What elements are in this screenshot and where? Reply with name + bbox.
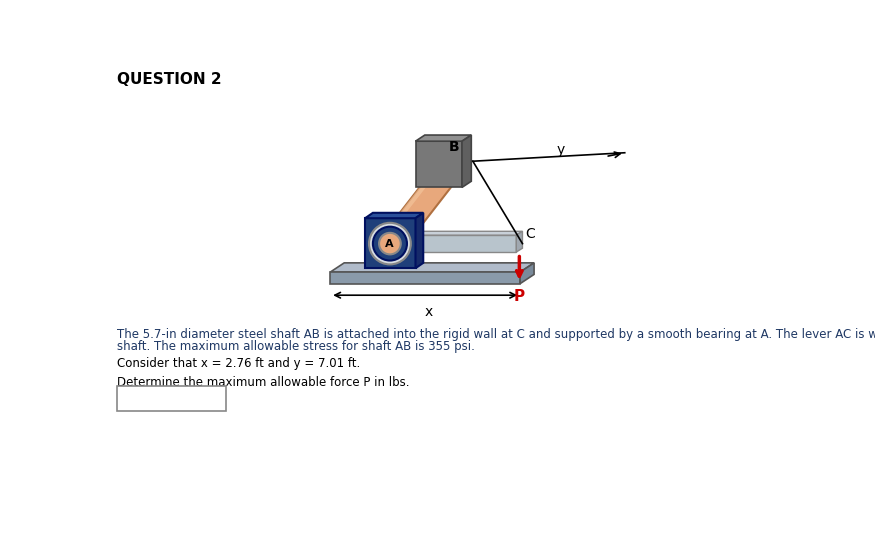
Polygon shape (462, 135, 472, 187)
Polygon shape (385, 169, 454, 247)
Text: A: A (385, 239, 394, 249)
Polygon shape (330, 263, 534, 272)
Polygon shape (416, 235, 516, 252)
Bar (117, 386, 226, 411)
Circle shape (373, 227, 407, 261)
Circle shape (369, 223, 411, 264)
Polygon shape (520, 263, 534, 284)
Text: The 5.7-in diameter steel shaft AB is attached into the rigid wall at C and supp: The 5.7-in diameter steel shaft AB is at… (117, 327, 875, 341)
Text: y: y (556, 143, 564, 157)
Polygon shape (385, 169, 438, 235)
Polygon shape (416, 231, 522, 235)
Circle shape (379, 233, 401, 254)
Text: x: x (424, 305, 433, 319)
Polygon shape (330, 272, 520, 284)
Text: P: P (514, 289, 525, 304)
Text: shaft. The maximum allowable stress for shaft AB is 355 psi.: shaft. The maximum allowable stress for … (117, 340, 475, 353)
Polygon shape (365, 213, 424, 218)
Text: Determine the maximum allowable force P in lbs.: Determine the maximum allowable force P … (117, 376, 410, 389)
Text: B: B (449, 140, 459, 155)
Polygon shape (516, 231, 522, 252)
Polygon shape (365, 218, 416, 268)
Polygon shape (416, 135, 472, 141)
Polygon shape (416, 141, 462, 187)
Text: QUESTION 2: QUESTION 2 (117, 72, 221, 87)
Text: C: C (526, 227, 536, 241)
Text: Consider that x = 2.76 ft and y = 7.01 ft.: Consider that x = 2.76 ft and y = 7.01 f… (117, 357, 360, 370)
Polygon shape (416, 213, 424, 268)
